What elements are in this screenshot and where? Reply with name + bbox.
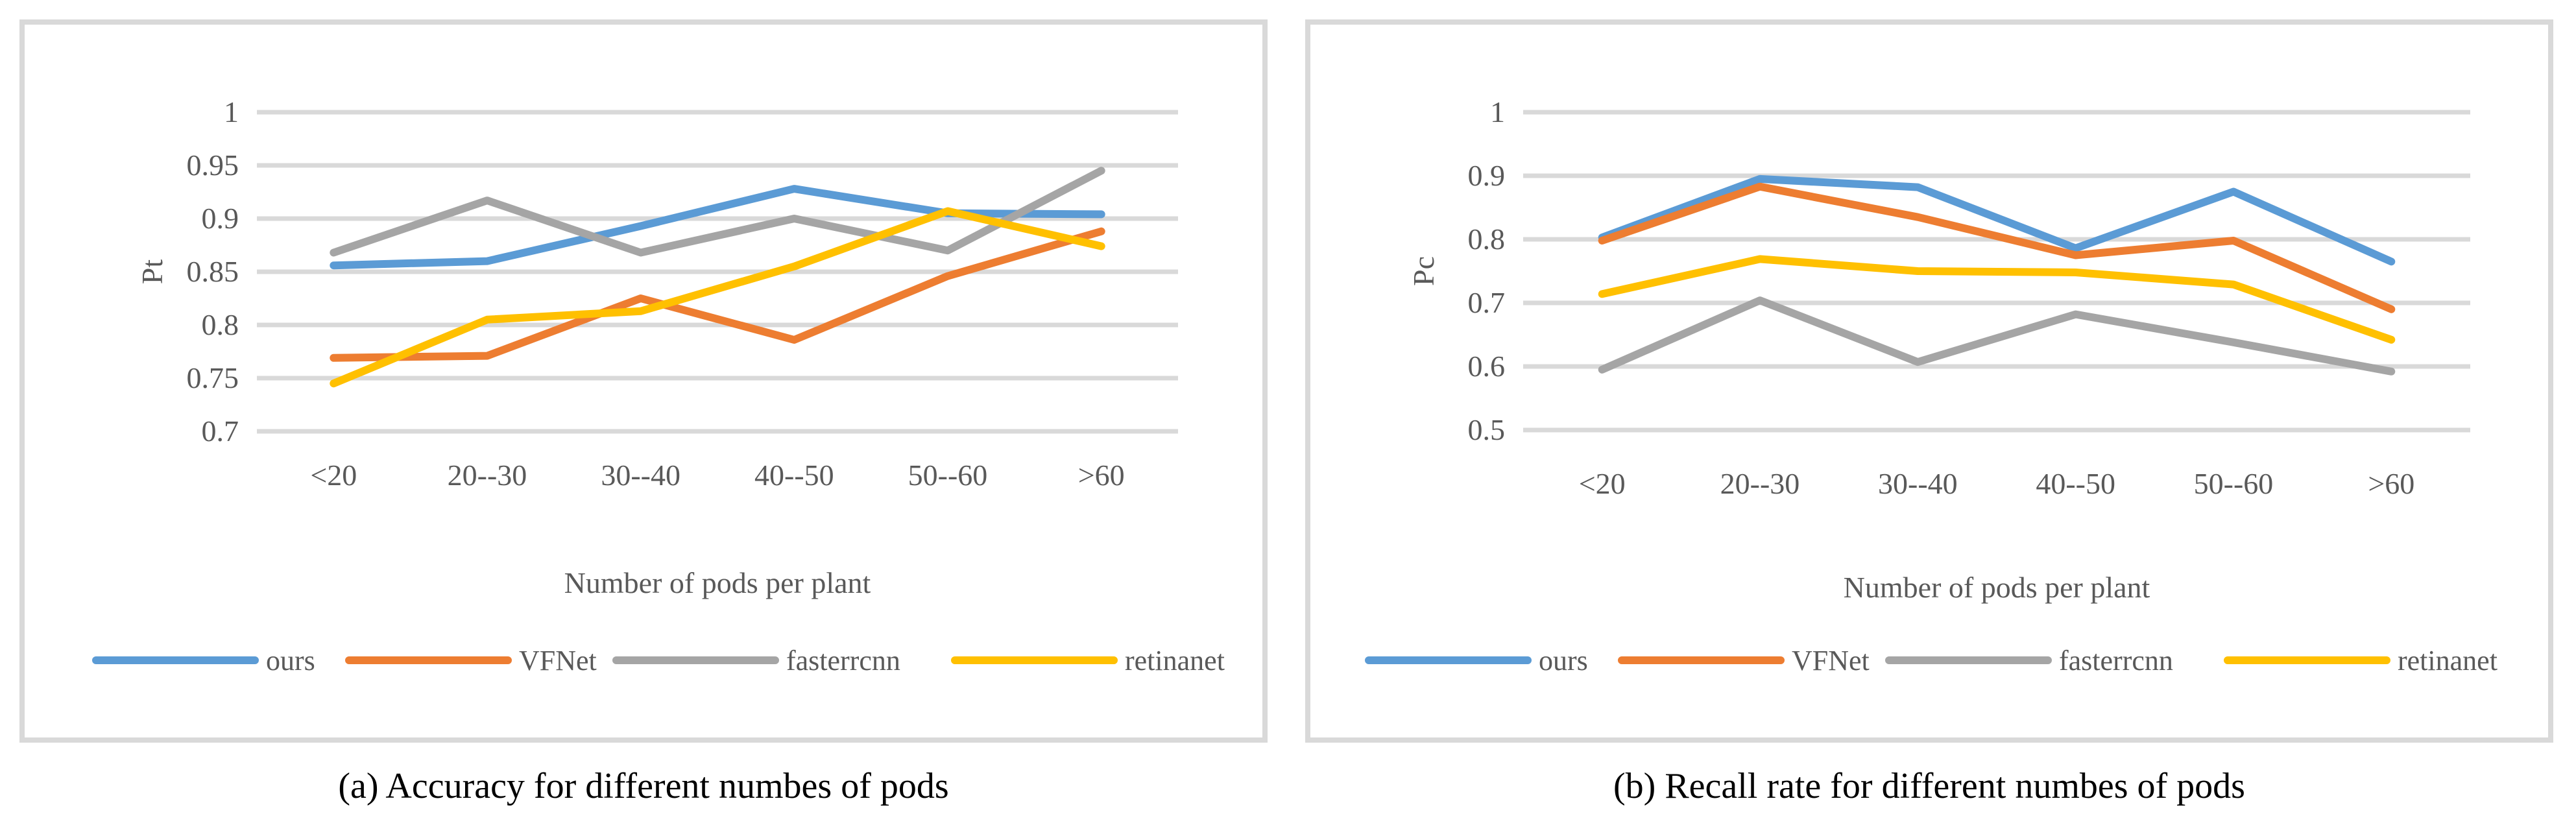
legend-label-vfnet: VFNet <box>1792 645 1870 676</box>
y-tick-label: 0.9 <box>202 202 239 235</box>
series-line-fasterrcnn <box>1598 296 2396 376</box>
legend-label-retinanet: retinanet <box>2398 645 2498 676</box>
y-tick-label: 0.75 <box>187 361 239 394</box>
x-tick-label: 50--60 <box>908 459 988 492</box>
legend-label-ours: ours <box>266 645 315 676</box>
y-tick-label: 0.95 <box>187 149 239 182</box>
y-tick-label: 0.5 <box>1468 413 1506 446</box>
y-tick-label: 1 <box>224 95 239 128</box>
y-axis-title: Pt <box>136 259 169 285</box>
y-tick-label: 0.7 <box>1468 286 1506 319</box>
series-line-fasterrcnn <box>330 167 1105 257</box>
x-tick-label: <20 <box>1579 467 1626 500</box>
chart-a-svg: 0.7 0.75 0.8 0.85 0.9 0.95 1 <20 20--30 30--40 40-… <box>92 95 1225 676</box>
x-tick-label: 30--40 <box>1878 467 1958 500</box>
y-axis-title: Pc <box>1407 256 1440 286</box>
y-tick-label: 0.8 <box>202 308 239 341</box>
legend-label-retinanet: retinanet <box>1125 645 1225 676</box>
x-tick-label: 20--30 <box>1720 467 1800 500</box>
y-tick-label: 0.7 <box>202 414 239 448</box>
caption-b: (b) Recall rate for different numbes of … <box>1613 766 2245 806</box>
x-tick-label: 20--30 <box>448 459 527 492</box>
series-line-ours <box>1598 174 2396 266</box>
x-axis-title: Number of pods per plant <box>564 566 871 599</box>
x-tick-label: 50--60 <box>2194 467 2274 500</box>
chart-b-svg: 0.5 0.6 0.7 0.8 0.9 1 <20 20--30 30--40 40--50 50-… <box>1365 95 2498 676</box>
x-tick-label: >60 <box>2368 467 2414 500</box>
x-tick-label: 40--50 <box>2036 467 2115 500</box>
x-tick-label: <20 <box>310 459 357 492</box>
legend-label-ours: ours <box>1539 645 1588 676</box>
series-line-vfnet <box>1598 182 2396 313</box>
chart-panel-a: 0.7 0.75 0.8 0.85 0.9 0.95 1 <20 20--30 30--40 40-… <box>19 19 1268 743</box>
legend-label-vfnet: VFNet <box>519 645 597 676</box>
legend-label-fasterrcnn: fasterrcnn <box>2059 645 2173 676</box>
series-line-vfnet <box>330 227 1105 362</box>
x-tick-label: 30--40 <box>601 459 680 492</box>
x-axis-title: Number of pods per plant <box>1844 571 2150 604</box>
y-tick-label: 0.6 <box>1468 350 1506 383</box>
legend-label-fasterrcnn: fasterrcnn <box>786 645 900 676</box>
caption-a: (a) Accuracy for different numbes of pod… <box>338 766 949 806</box>
y-tick-label: 0.9 <box>1468 159 1506 192</box>
y-tick-label: 1 <box>1490 95 1505 128</box>
series-line-retinanet <box>330 207 1105 388</box>
x-tick-label: >60 <box>1078 459 1125 492</box>
x-tick-label: 40--50 <box>754 459 834 492</box>
series-line-retinanet <box>1598 255 2396 344</box>
y-tick-label: 0.8 <box>1468 222 1506 256</box>
chart-panel-b: 0.5 0.6 0.7 0.8 0.9 1 <20 20--30 30--40 40--50 50-… <box>1305 19 2553 743</box>
y-tick-label: 0.85 <box>187 255 239 288</box>
